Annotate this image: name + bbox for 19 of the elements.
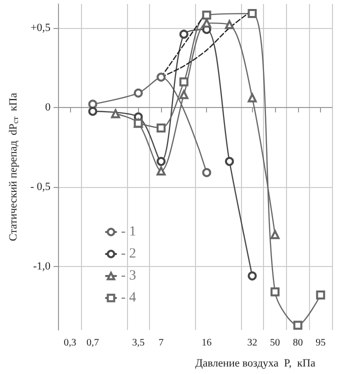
legend-label: - 3 (121, 268, 136, 284)
x-tick-label: 7 (158, 338, 164, 348)
legend-label: - 2 (121, 246, 136, 262)
x-tick-label: 50 (270, 338, 280, 348)
x-tick-label: 0,3 (64, 338, 76, 348)
y-tick-label: -1,0 (33, 260, 52, 272)
legend-label: - 4 (121, 290, 136, 306)
x-axis-title: Давление воздуха P, кПа (195, 358, 316, 370)
x-tick-label: 0,7 (86, 338, 99, 348)
x-tick-label: 16 (202, 338, 212, 348)
y-tick-label: 0 (45, 101, 52, 114)
x-tick-label: 80 (292, 338, 303, 348)
legend-label: - 1 (121, 224, 136, 240)
x-tick-label: 95 (316, 338, 326, 348)
x-tick-label: 3,5 (132, 338, 145, 348)
x-tick-label: 32 (247, 338, 258, 348)
y-axis-title: Статический перепад dPст кПа (8, 92, 20, 242)
y-tick-label: - 0,5 (30, 180, 52, 193)
y-tick-label: +0,5 (30, 22, 52, 34)
